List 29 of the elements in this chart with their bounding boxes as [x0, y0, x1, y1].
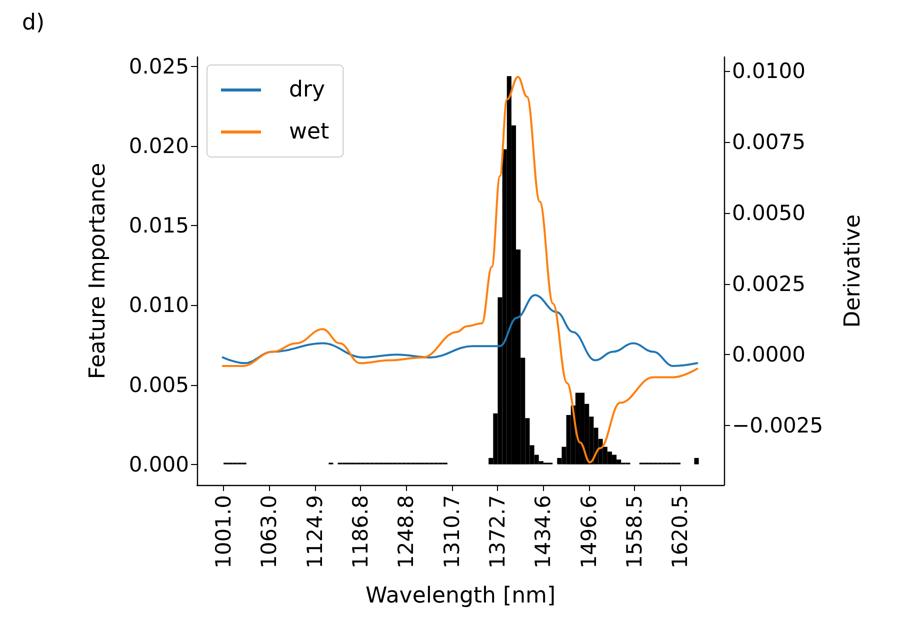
- legend-label: wet: [289, 120, 330, 144]
- x-tick-label: 1558.5: [622, 495, 646, 568]
- y2-tick-label: 0.0025: [732, 272, 806, 296]
- y-tick-label: 0.025: [128, 54, 189, 79]
- y-tick-label: 0.005: [128, 372, 189, 397]
- text: d): [22, 10, 45, 36]
- y2-tick-label: 0.0075: [732, 130, 806, 154]
- y2-axis-title: Derivative: [840, 214, 866, 328]
- y2-tick-label: 0.0000: [732, 342, 806, 367]
- x-tick-label: 1372.7: [486, 495, 510, 568]
- y2-tick-label: 0.0050: [732, 200, 806, 225]
- x-tick-label: 1496.6: [576, 495, 601, 568]
- y2-tick-label: 0.0100: [732, 59, 806, 84]
- y-tick-label: 0.000: [128, 452, 189, 476]
- x-tick-label: 1434.6: [531, 495, 556, 568]
- y-tick-label: 0.015: [128, 214, 189, 238]
- x-tick-label: 1620.5: [668, 495, 692, 568]
- legend-label: dry: [289, 78, 326, 102]
- x-tick-label: 1124.9: [302, 495, 327, 568]
- x-tick-label: 1186.8: [348, 495, 372, 568]
- x-tick-label: 1063.0: [257, 495, 282, 568]
- x-tick-label: 1310.7: [440, 495, 464, 568]
- x-tick-label: 1001.0: [212, 495, 236, 568]
- x-axis-title: Wavelength [nm]: [365, 584, 556, 608]
- y-tick-label: 0.010: [128, 293, 189, 318]
- y-tick-label: 0.020: [128, 134, 189, 158]
- y-axis-title: Feature Importance: [86, 162, 110, 380]
- y2-tick-label: −0.0025: [732, 413, 824, 438]
- x-tick-label: 1248.8: [394, 495, 418, 568]
